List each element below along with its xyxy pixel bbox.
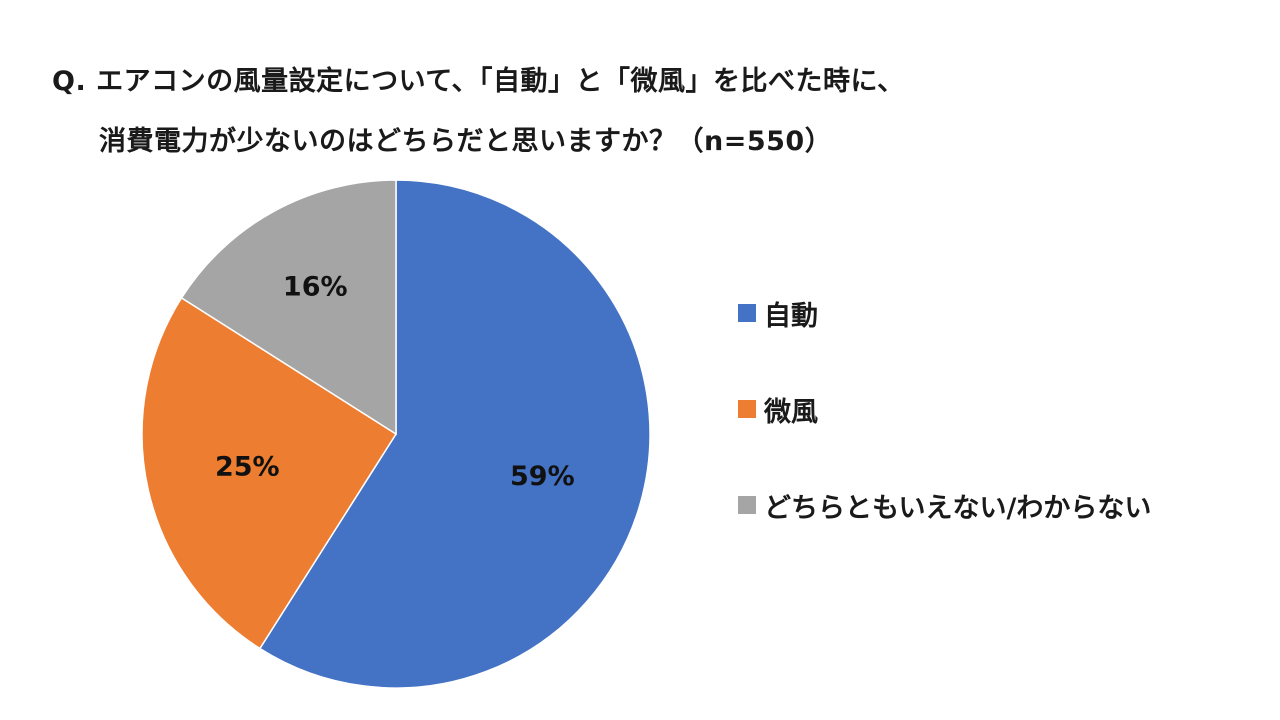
legend-label-auto: 自動 xyxy=(764,300,818,332)
legend-item-unsure: どちらともいえない/わからない xyxy=(738,482,1151,528)
pie-label-auto: 59% xyxy=(510,461,575,492)
legend-item-auto: 自動 xyxy=(738,290,1151,336)
pie-label-unsure: 16% xyxy=(283,272,348,303)
chart-legend: 自動 微風 どちらともいえない/わからない xyxy=(738,290,1151,578)
legend-label-unsure: どちらともいえない/わからない xyxy=(764,492,1152,524)
chart-title-line2: 消費電力が少ないのはどちらだと思いますか？（n=550） xyxy=(99,126,833,157)
legend-label-breeze: 微風 xyxy=(764,396,818,428)
pie-slice-auto xyxy=(258,179,651,689)
pie-label-breeze: 25% xyxy=(215,452,280,483)
legend-swatch-auto xyxy=(738,304,756,322)
chart-title: Q. エアコンの風量設定について、「自動」と「微風」を比べた時に、 消費電力が少… xyxy=(52,52,1232,172)
legend-swatch-breeze xyxy=(738,400,756,418)
pie-slice-breeze xyxy=(141,296,398,650)
legend-item-breeze: 微風 xyxy=(738,386,1151,432)
legend-swatch-unsure xyxy=(738,496,756,514)
pie-slice-unsure xyxy=(180,179,397,436)
chart-title-line1: Q. エアコンの風量設定について、「自動」と「微風」を比べた時に、 xyxy=(52,66,905,97)
